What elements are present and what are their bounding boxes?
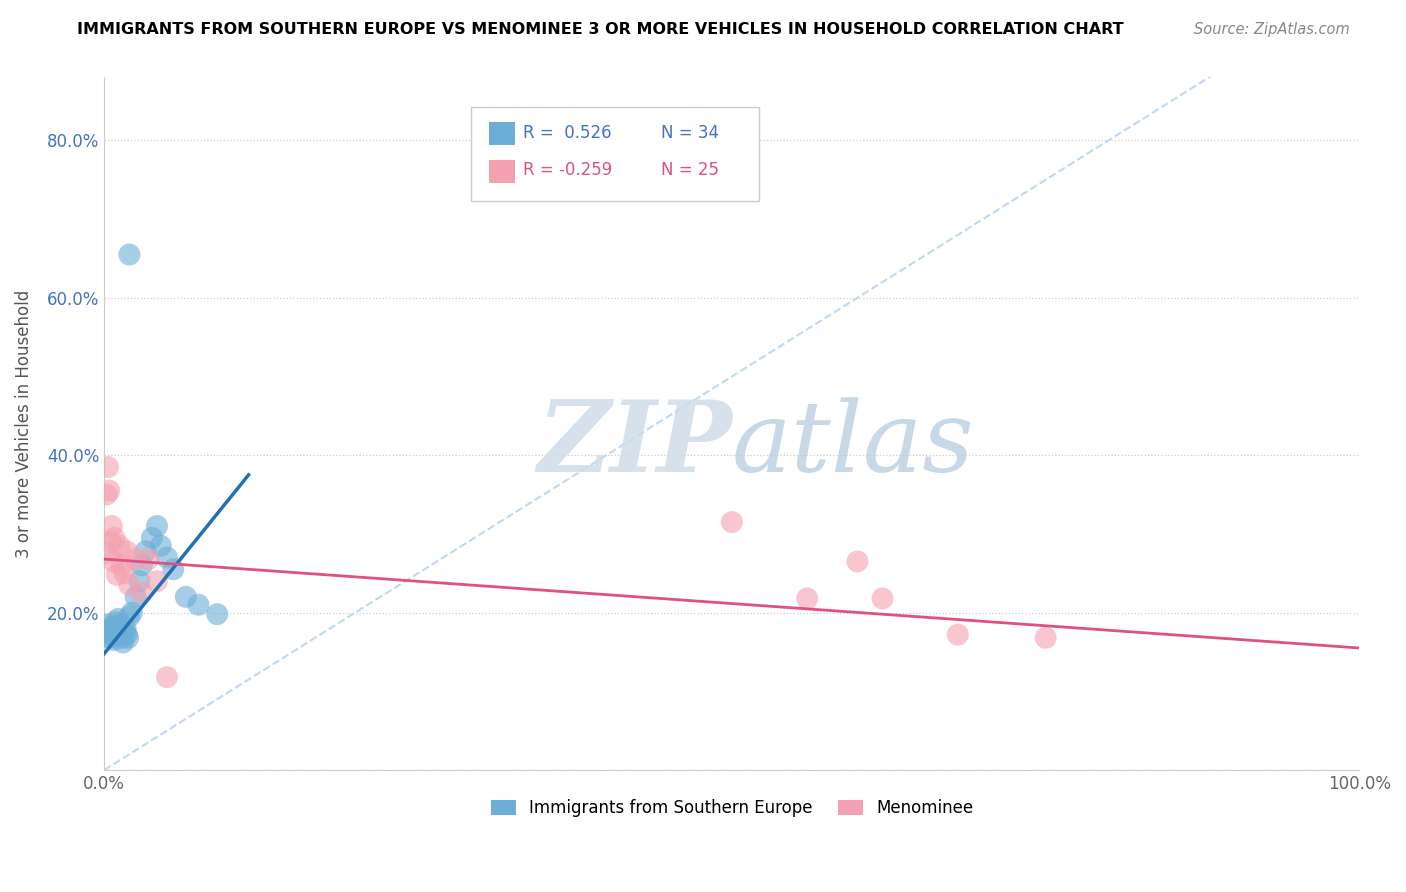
Point [100,534,122,549]
Point [136,552,159,566]
Point [205,607,228,622]
Point [112,566,135,581]
Point [105,567,128,582]
Point [101,519,124,533]
Point [101,621,124,635]
Legend: Immigrants from Southern Europe, Menominee: Immigrants from Southern Europe, Menomin… [484,793,980,824]
Point [117,631,139,645]
Point [135,544,157,558]
Point [103,531,125,545]
Point [94,547,117,561]
Text: R =  0.526: R = 0.526 [523,124,612,142]
Point [174,590,197,604]
Point [118,609,141,624]
Point [115,627,138,641]
Point [108,617,131,632]
Text: N = 25: N = 25 [661,161,718,179]
Point [96,487,118,501]
Y-axis label: 3 or more Vehicles in Household: 3 or more Vehicles in Household [15,290,32,558]
Point [104,615,127,629]
Point [796,591,818,606]
Point [1035,631,1057,645]
Point [121,606,143,620]
Point [156,670,179,684]
Point [187,598,209,612]
Point [108,539,131,553]
Text: R = -0.259: R = -0.259 [523,161,612,179]
Point [110,625,132,640]
Point [100,627,122,641]
Point [946,627,969,641]
Point [118,247,141,261]
Text: N = 34: N = 34 [661,124,718,142]
Point [124,590,146,604]
Point [98,483,121,498]
Point [111,631,134,645]
Point [124,552,146,566]
Point [115,544,138,558]
Point [103,629,125,643]
Point [156,550,179,565]
Point [721,515,744,529]
Point [112,635,135,649]
Point [112,625,135,640]
Point [149,539,172,553]
Point [141,531,163,545]
Point [114,621,136,635]
Point [118,578,141,592]
Point [162,562,184,576]
Point [872,591,894,606]
Point [94,625,117,640]
Point [111,558,134,573]
Point [96,617,118,632]
Point [105,620,128,634]
Text: IMMIGRANTS FROM SOUTHERN EUROPE VS MENOMINEE 3 OR MORE VEHICLES IN HOUSEHOLD COR: IMMIGRANTS FROM SOUTHERN EUROPE VS MENOM… [77,22,1123,37]
Point [101,554,124,568]
Point [146,574,169,588]
Point [97,623,120,637]
Text: Source: ZipAtlas.com: Source: ZipAtlas.com [1194,22,1350,37]
Text: atlas: atlas [733,397,974,492]
Point [107,612,129,626]
Point [146,519,169,533]
Point [846,554,869,568]
Point [101,633,124,648]
Point [98,631,121,645]
Point [128,574,150,588]
Point [131,558,153,573]
Point [97,460,120,475]
Point [131,586,153,600]
Text: ZIP: ZIP [537,396,733,492]
